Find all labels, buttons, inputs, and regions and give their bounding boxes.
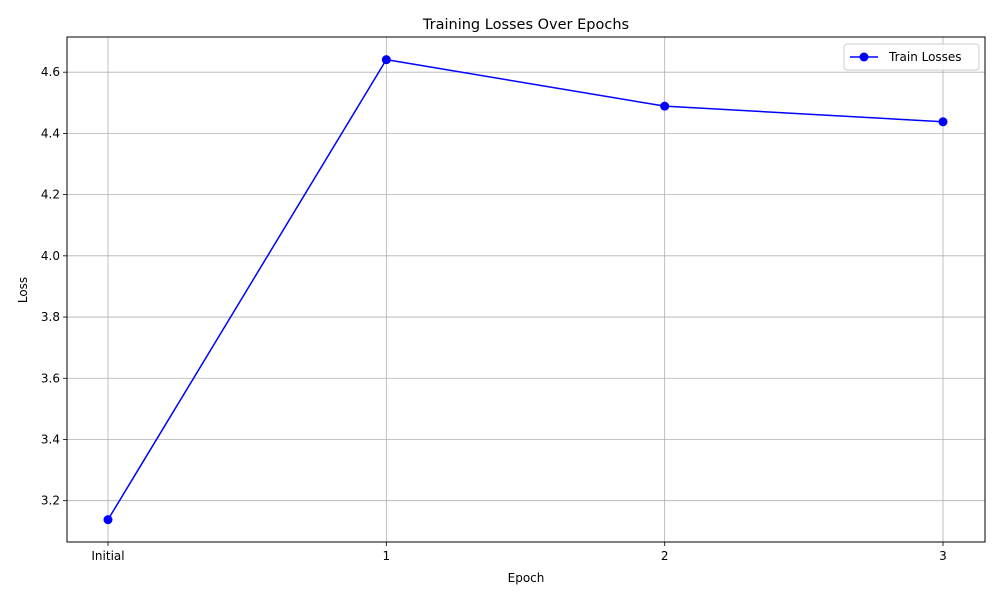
x-tick-label: Initial bbox=[91, 549, 124, 563]
x-tick-label: 3 bbox=[939, 549, 947, 563]
x-axis-label: Epoch bbox=[508, 571, 545, 585]
y-tick-label: 4.6 bbox=[41, 65, 60, 79]
series-line-train-losses bbox=[107, 58, 944, 521]
data-point bbox=[660, 101, 670, 111]
x-tick-label: 2 bbox=[661, 549, 669, 563]
legend-marker-swatch bbox=[859, 52, 869, 62]
legend-box bbox=[843, 43, 980, 71]
chart-title: Training Losses Over Epochs bbox=[422, 17, 629, 33]
y-axis-ticks: 3.2 3.4 3.6 3.8 4.0 4.2 4.4 4.6 bbox=[41, 65, 67, 508]
y-tick-label: 4.2 bbox=[41, 188, 60, 202]
y-tick-label: 4.4 bbox=[41, 126, 60, 140]
x-axis-ticks: Initial 1 2 3 bbox=[91, 542, 947, 563]
y-tick-label: 3.4 bbox=[41, 432, 60, 446]
data-point bbox=[938, 117, 948, 127]
data-point bbox=[103, 515, 113, 525]
y-tick-label: 4.0 bbox=[41, 249, 60, 263]
legend: Train Losses bbox=[843, 43, 980, 71]
y-axis-label: Loss bbox=[16, 277, 30, 303]
legend-entry-train-losses: Train Losses bbox=[888, 50, 962, 64]
x-tick-label: 1 bbox=[383, 549, 391, 563]
y-tick-label: 3.8 bbox=[41, 310, 60, 324]
axes-frame bbox=[66, 36, 986, 543]
plot-area bbox=[103, 55, 948, 525]
data-point bbox=[381, 55, 391, 65]
grid-lines bbox=[67, 37, 985, 542]
y-tick-label: 3.6 bbox=[41, 371, 60, 385]
y-tick-label: 3.2 bbox=[41, 494, 60, 508]
